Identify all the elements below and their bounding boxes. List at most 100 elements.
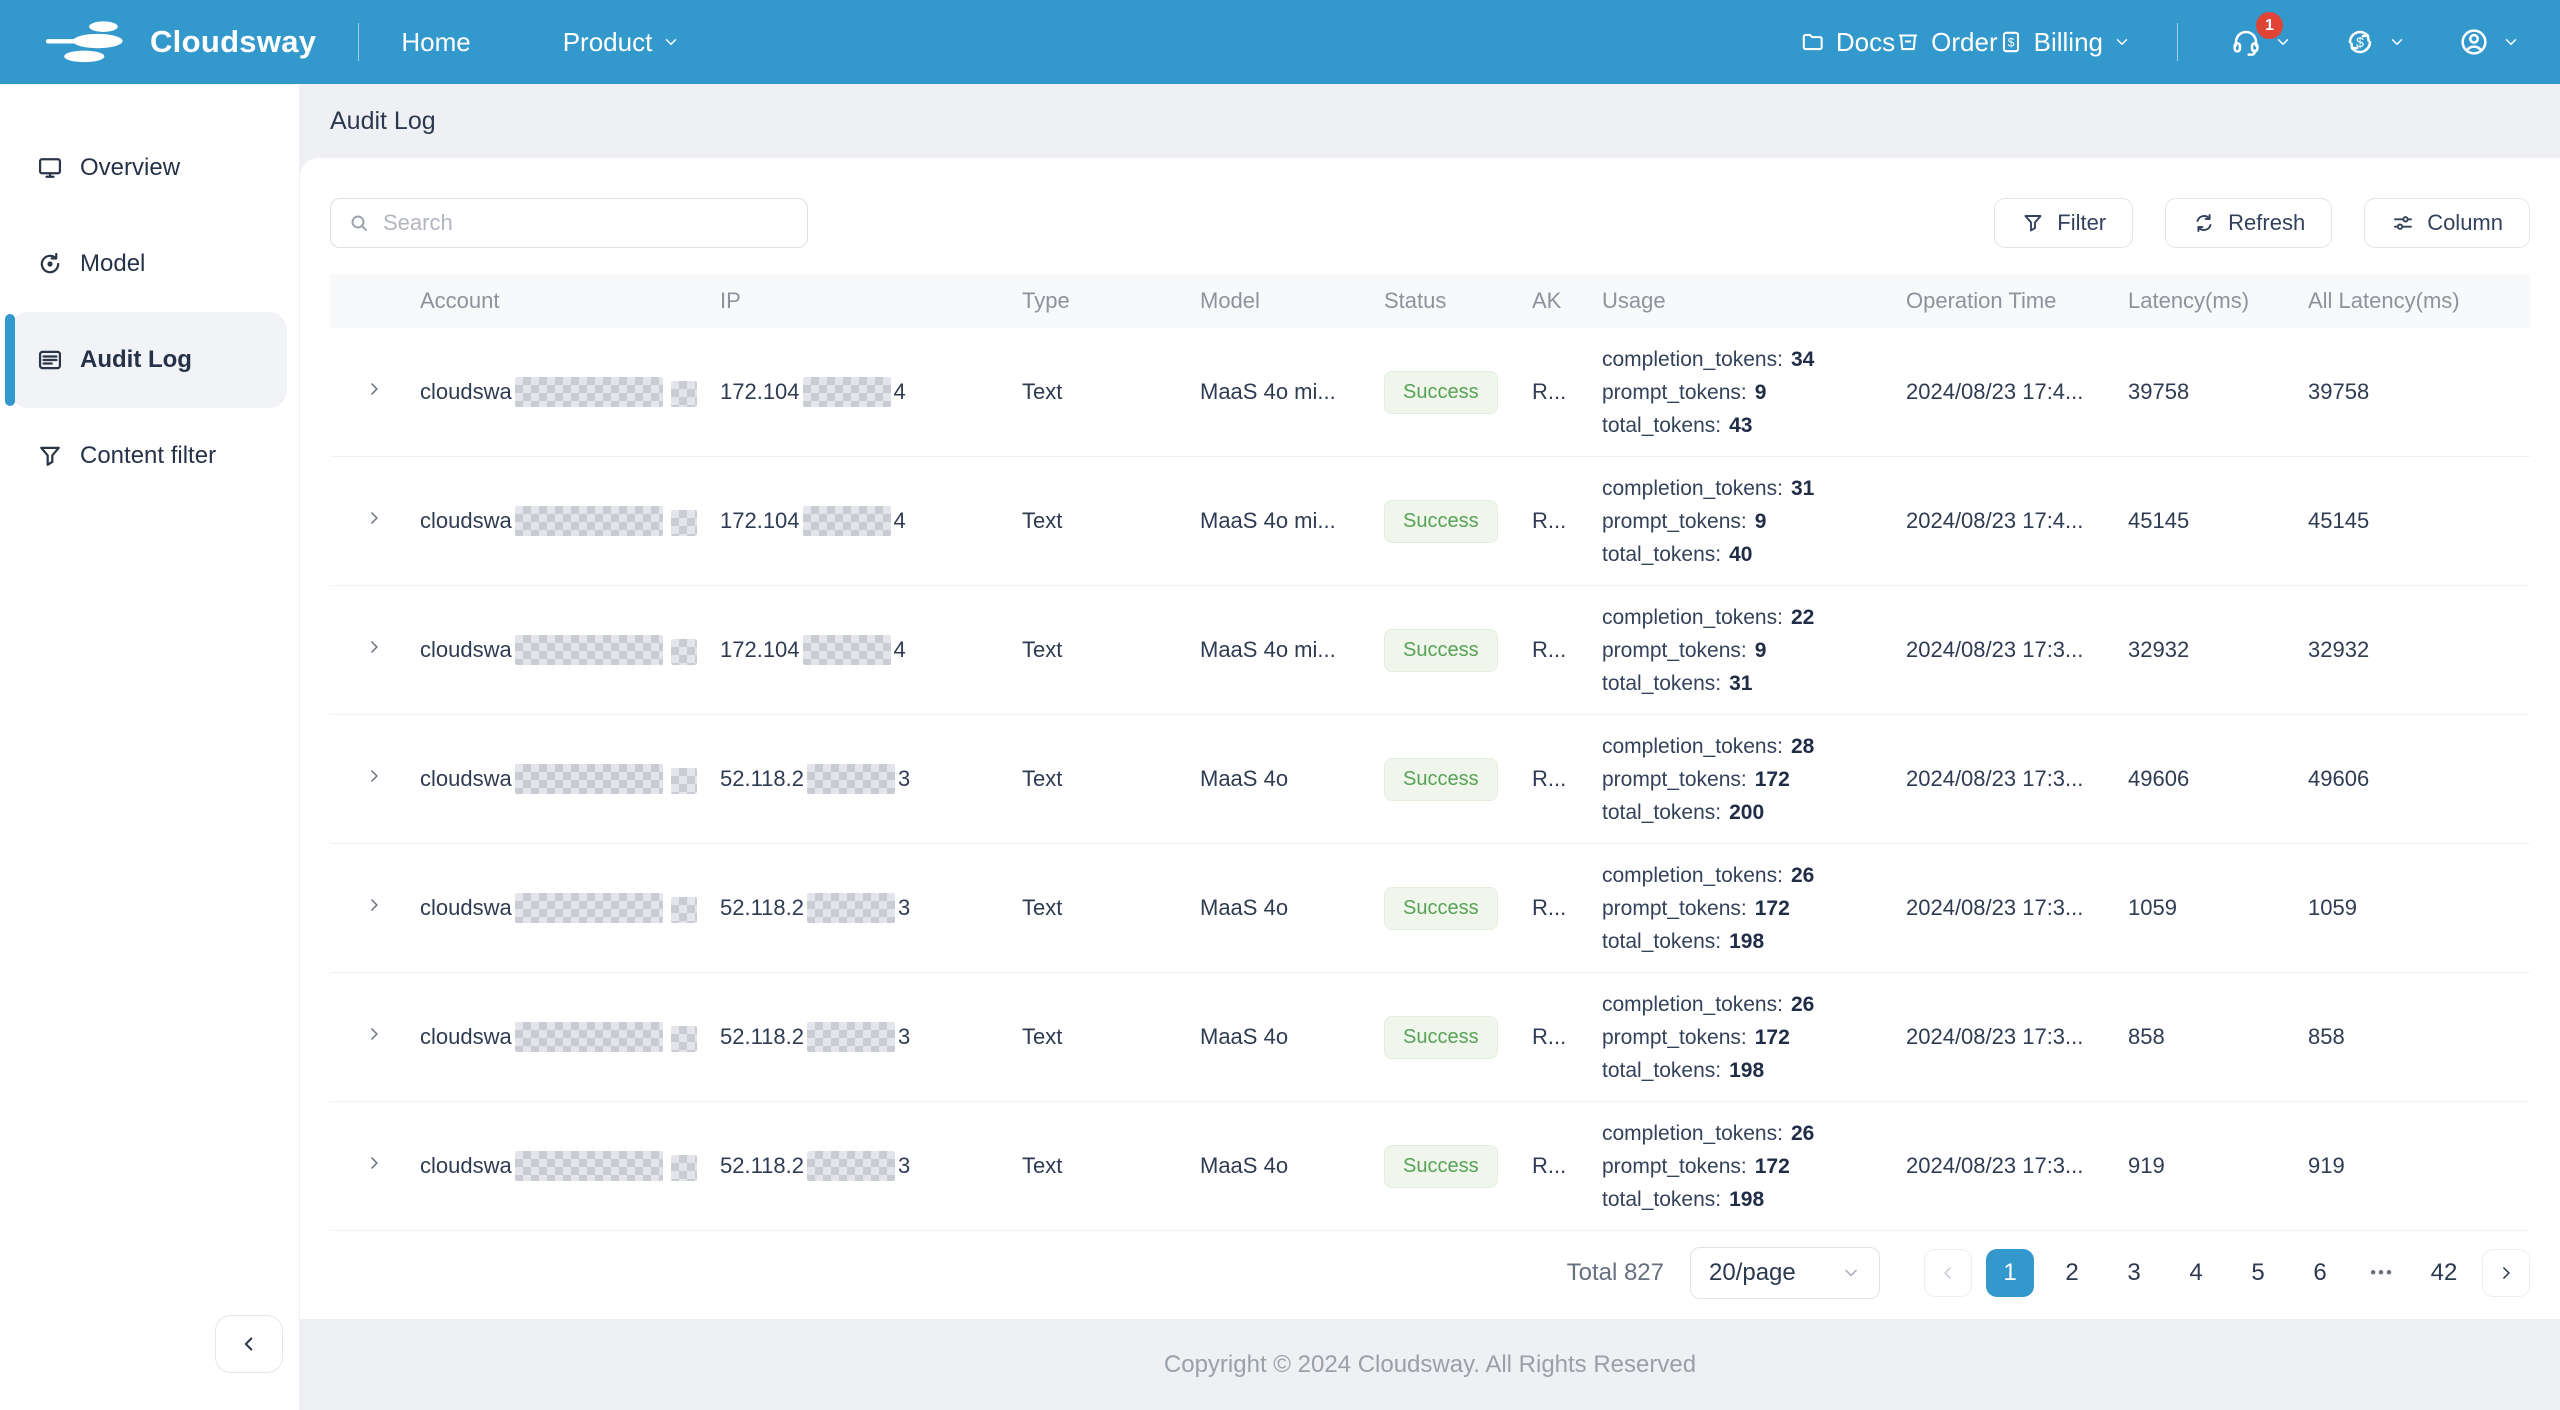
col-usage: Usage (1602, 288, 1666, 313)
nav-link-product[interactable]: Product (563, 27, 681, 58)
footer: Copyright © 2024 Cloudsway. All Rights R… (300, 1319, 2560, 1410)
refresh-button[interactable]: Refresh (2165, 198, 2333, 248)
redacted-account-tail (670, 639, 697, 665)
table-row: cloudswa 52.118.2 3 Text MaaS 4o Success … (330, 844, 2530, 973)
column-button[interactable]: Column (2364, 198, 2530, 248)
redacted-account (514, 506, 663, 536)
sidebar: Overview Model Audit Log Content filter (0, 84, 300, 1410)
redacted-account-tail (670, 381, 697, 407)
ip-cell: 172.104 4 (720, 377, 1022, 407)
all-latency-cell: 858 (2308, 1024, 2345, 1049)
status-badge: Success (1384, 886, 1498, 930)
sidebar-item-overview[interactable]: Overview (10, 120, 287, 216)
page-button-5[interactable]: 5 (2234, 1249, 2282, 1297)
expand-row-icon[interactable] (364, 1024, 384, 1044)
prev-page-button[interactable] (1924, 1249, 1972, 1297)
page-button-4[interactable]: 4 (2172, 1249, 2220, 1297)
expand-cell (364, 766, 420, 792)
sidebar-collapse-button[interactable] (215, 1315, 283, 1373)
table-body: cloudswa 172.104 4 Text MaaS 4o mi... Suc… (330, 328, 2530, 1231)
expand-cell (364, 1024, 420, 1050)
type-cell: Text (1022, 895, 1063, 920)
expand-row-icon[interactable] (364, 508, 384, 528)
latency-cell: 32932 (2128, 637, 2190, 662)
usage-cell: completion_tokens: 26 prompt_tokens: 172 t… (1602, 863, 1815, 953)
expand-row-icon[interactable] (364, 637, 384, 657)
expand-row-icon[interactable] (364, 379, 384, 399)
account-cell: cloudswa (420, 635, 720, 665)
chevron-down-icon (666, 39, 677, 45)
col-all-latency: All Latency(ms) (2308, 288, 2460, 313)
redacted-account (514, 377, 663, 407)
account-cell: cloudswa (420, 377, 720, 407)
ak-cell: R... (1532, 895, 1567, 920)
type-cell: Text (1022, 637, 1063, 662)
redacted-ip (807, 764, 896, 794)
expand-row-icon[interactable] (364, 766, 384, 786)
redacted-account-tail (670, 1026, 697, 1052)
redacted-account-tail (670, 897, 697, 923)
status-cell: Success (1384, 1144, 1532, 1188)
notification-badge: 1 (2256, 12, 2283, 39)
nav-link-billing[interactable]: $ Billing (1998, 27, 2131, 58)
status-badge: Success (1384, 628, 1498, 672)
page-button-42[interactable]: 42 (2420, 1249, 2468, 1297)
status-badge: Success (1384, 499, 1498, 543)
status-badge: Success (1384, 370, 1498, 414)
nav-divider (358, 23, 360, 61)
ak-cell: R... (1532, 1153, 1567, 1178)
latency-cell: 45145 (2128, 508, 2190, 533)
usage-cell: completion_tokens: 28 prompt_tokens: 172 t… (1602, 734, 1815, 824)
nav-link-order[interactable]: Order (1895, 27, 1998, 58)
table-header: Account IP Type Model Status AK Usage Op… (330, 274, 2530, 328)
all-latency-cell: 32932 (2308, 637, 2370, 662)
page-button-6[interactable]: 6 (2296, 1249, 2344, 1297)
expand-row-icon[interactable] (364, 895, 384, 915)
account-cell: cloudswa (420, 506, 720, 536)
nav-link-docs[interactable]: Docs (1800, 27, 1895, 58)
table-row: cloudswa 172.104 4 Text MaaS 4o mi... Suc… (330, 457, 2530, 586)
sidebar-item-audit-log[interactable]: Audit Log (5, 312, 287, 408)
chevron-down-icon (2116, 39, 2128, 45)
account-menu[interactable] (2458, 26, 2520, 58)
search-input[interactable] (383, 210, 791, 236)
sidebar-item-content-filter[interactable]: Content filter (10, 408, 287, 504)
page-button-1[interactable]: 1 (1986, 1249, 2034, 1297)
redacted-account (514, 1022, 663, 1052)
toolbar-buttons: Filter Refresh Column (1994, 198, 2530, 248)
account-cell: cloudswa (420, 893, 720, 923)
brand-logo[interactable]: Cloudsway (44, 16, 316, 68)
more-pages-button[interactable]: ••• (2358, 1249, 2406, 1297)
brand-name: Cloudsway (150, 24, 317, 59)
status-cell: Success (1384, 757, 1532, 801)
type-cell: Text (1022, 766, 1063, 791)
chevron-down-icon (1845, 1269, 1857, 1277)
nav-link-home[interactable]: Home (401, 27, 470, 58)
sidebar-item-model[interactable]: Model (10, 216, 287, 312)
audit-log-icon (38, 350, 62, 370)
type-cell: Text (1022, 379, 1063, 404)
page-button-3[interactable]: 3 (2110, 1249, 2158, 1297)
operation-time-cell: 2024/08/23 17:4... (1906, 379, 2084, 404)
expand-row-icon[interactable] (364, 1153, 384, 1173)
filter-button[interactable]: Filter (1994, 198, 2134, 248)
redacted-ip (802, 635, 891, 665)
table-row: cloudswa 52.118.2 3 Text MaaS 4o Success … (330, 1102, 2530, 1231)
notifications-menu[interactable]: 1 (2230, 12, 2292, 58)
page-size-select[interactable]: 20/page (1690, 1247, 1880, 1299)
redacted-ip (807, 893, 896, 923)
currency-menu[interactable]: $ (2344, 26, 2406, 58)
content-panel: Filter Refresh Column Account IP Type Mo… (300, 158, 2560, 1319)
chevron-down-icon (2277, 39, 2289, 45)
funnel-icon (40, 446, 60, 466)
next-page-button[interactable] (2482, 1249, 2530, 1297)
redacted-ip (802, 506, 891, 536)
status-cell: Success (1384, 628, 1532, 672)
nav-product-label: Product (562, 26, 653, 57)
operation-time-cell: 2024/08/23 17:3... (1906, 637, 2084, 662)
table-row: cloudswa 172.104 4 Text MaaS 4o mi... Suc… (330, 586, 2530, 715)
sidebar-overview-label: Overview (80, 154, 181, 181)
redacted-account-tail (670, 768, 697, 794)
account-cell: cloudswa (420, 1022, 720, 1052)
page-button-2[interactable]: 2 (2048, 1249, 2096, 1297)
